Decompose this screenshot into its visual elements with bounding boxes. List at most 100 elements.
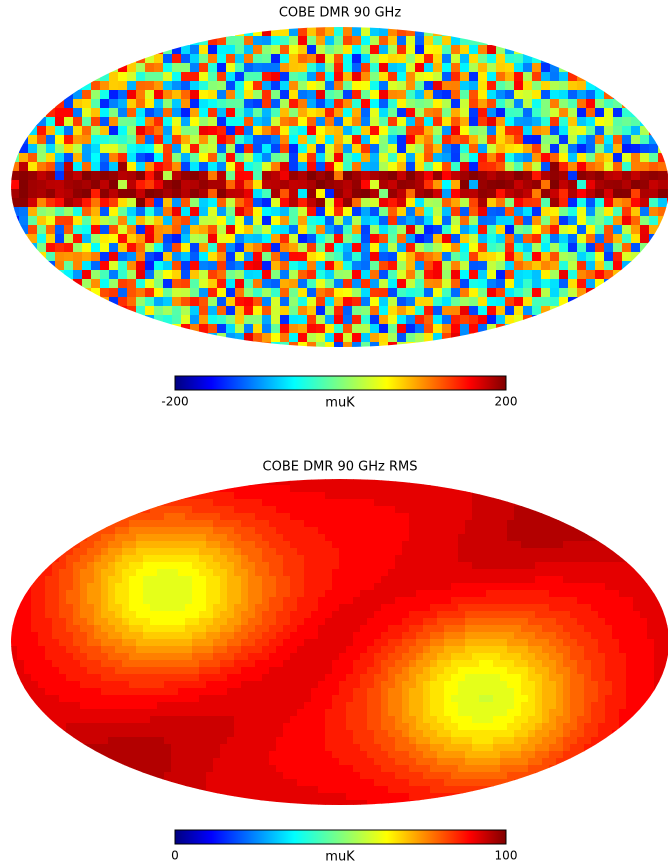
sky-pixel <box>19 162 29 172</box>
sky-pixel <box>101 709 109 717</box>
sky-pixel <box>437 548 445 556</box>
sky-pixel <box>73 618 81 626</box>
sky-pixel <box>577 270 587 280</box>
sky-pixel <box>563 688 571 696</box>
sky-pixel <box>226 162 236 172</box>
sky-pixel <box>535 674 543 682</box>
sky-pixel <box>241 520 249 528</box>
sky-pixel <box>38 702 46 710</box>
sky-pixel <box>38 653 46 661</box>
sky-pixel <box>262 604 270 612</box>
sky-pixel <box>217 117 227 127</box>
sky-pixel <box>334 135 344 145</box>
sky-pixel <box>192 513 200 521</box>
sky-pixel <box>206 513 214 521</box>
sky-pixel <box>479 667 487 675</box>
sky-pixel <box>541 189 551 199</box>
sky-pixel <box>127 144 137 154</box>
sky-pixel <box>129 583 137 591</box>
sky-pixel <box>478 270 488 280</box>
sky-pixel <box>55 144 65 154</box>
sky-pixel <box>235 288 245 298</box>
sky-pixel <box>556 702 564 710</box>
sky-pixel <box>255 709 263 717</box>
sky-pixel <box>406 117 416 127</box>
sky-pixel <box>271 243 281 253</box>
sky-pixel <box>178 576 186 584</box>
sky-pixel <box>262 189 272 199</box>
sky-pixel <box>493 625 501 633</box>
sky-pixel <box>661 674 668 682</box>
sky-pixel <box>423 513 431 521</box>
sky-pixel <box>109 63 119 73</box>
sky-pixel <box>379 207 389 217</box>
sky-pixel <box>234 576 242 584</box>
sky-pixel <box>199 695 207 703</box>
sky-pixel <box>416 632 424 640</box>
sky-pixel <box>248 513 256 521</box>
sky-pixel <box>437 632 445 640</box>
sky-pixel <box>458 499 466 507</box>
sky-pixel <box>80 653 88 661</box>
sky-pixel <box>94 660 102 668</box>
sky-pixel <box>80 709 88 717</box>
sky-pixel <box>325 90 335 100</box>
sky-pixel <box>262 270 272 280</box>
sky-pixel <box>334 144 344 154</box>
sky-pixel <box>206 506 214 514</box>
sky-pixel <box>94 681 102 689</box>
sky-pixel <box>290 688 298 696</box>
sky-pixel <box>304 527 312 535</box>
sky-pixel <box>346 555 354 563</box>
sky-pixel <box>73 625 81 633</box>
sky-pixel <box>82 288 92 298</box>
sky-pixel <box>136 527 144 535</box>
sky-pixel <box>298 126 308 136</box>
sky-pixel <box>568 225 578 235</box>
sky-pixel <box>115 590 123 598</box>
sky-pixel <box>234 485 242 493</box>
sky-pixel <box>424 90 434 100</box>
sky-pixel <box>136 548 144 556</box>
sky-pixel <box>318 604 326 612</box>
sky-pixel <box>234 499 242 507</box>
sky-pixel <box>535 653 543 661</box>
sky-pixel <box>487 72 497 82</box>
sky-pixel <box>415 225 425 235</box>
sky-pixel <box>451 562 459 570</box>
sky-pixel <box>563 618 571 626</box>
sky-pixel <box>559 117 569 127</box>
sky-pixel <box>563 520 571 528</box>
sky-pixel <box>374 653 382 661</box>
sky-pixel <box>185 513 193 521</box>
sky-pixel <box>206 569 214 577</box>
sky-pixel <box>136 611 144 619</box>
sky-pixel <box>73 716 81 724</box>
sky-pixel <box>172 90 182 100</box>
sky-pixel <box>523 171 533 181</box>
sky-pixel <box>255 569 263 577</box>
sky-pixel <box>631 126 641 136</box>
sky-pixel <box>549 632 557 640</box>
sky-pixel <box>559 270 569 280</box>
sky-pixel <box>507 534 515 542</box>
sky-pixel <box>318 583 326 591</box>
sky-pixel <box>208 99 218 109</box>
sky-pixel <box>352 144 362 154</box>
sky-pixel <box>343 234 353 244</box>
sky-pixel <box>442 45 452 55</box>
sky-pixel <box>31 681 39 689</box>
sky-pixel <box>496 306 506 316</box>
sky-pixel <box>213 527 221 535</box>
sky-pixel <box>80 695 88 703</box>
sky-pixel <box>388 653 396 661</box>
sky-pixel <box>397 162 407 172</box>
sky-pixel <box>248 485 256 493</box>
sky-pixel <box>109 279 119 289</box>
sky-pixel <box>613 99 623 109</box>
sky-pixel <box>367 590 375 598</box>
sky-pixel <box>613 162 623 172</box>
sky-pixel <box>235 198 245 208</box>
sky-pixel <box>402 590 410 598</box>
sky-pixel <box>325 660 333 668</box>
